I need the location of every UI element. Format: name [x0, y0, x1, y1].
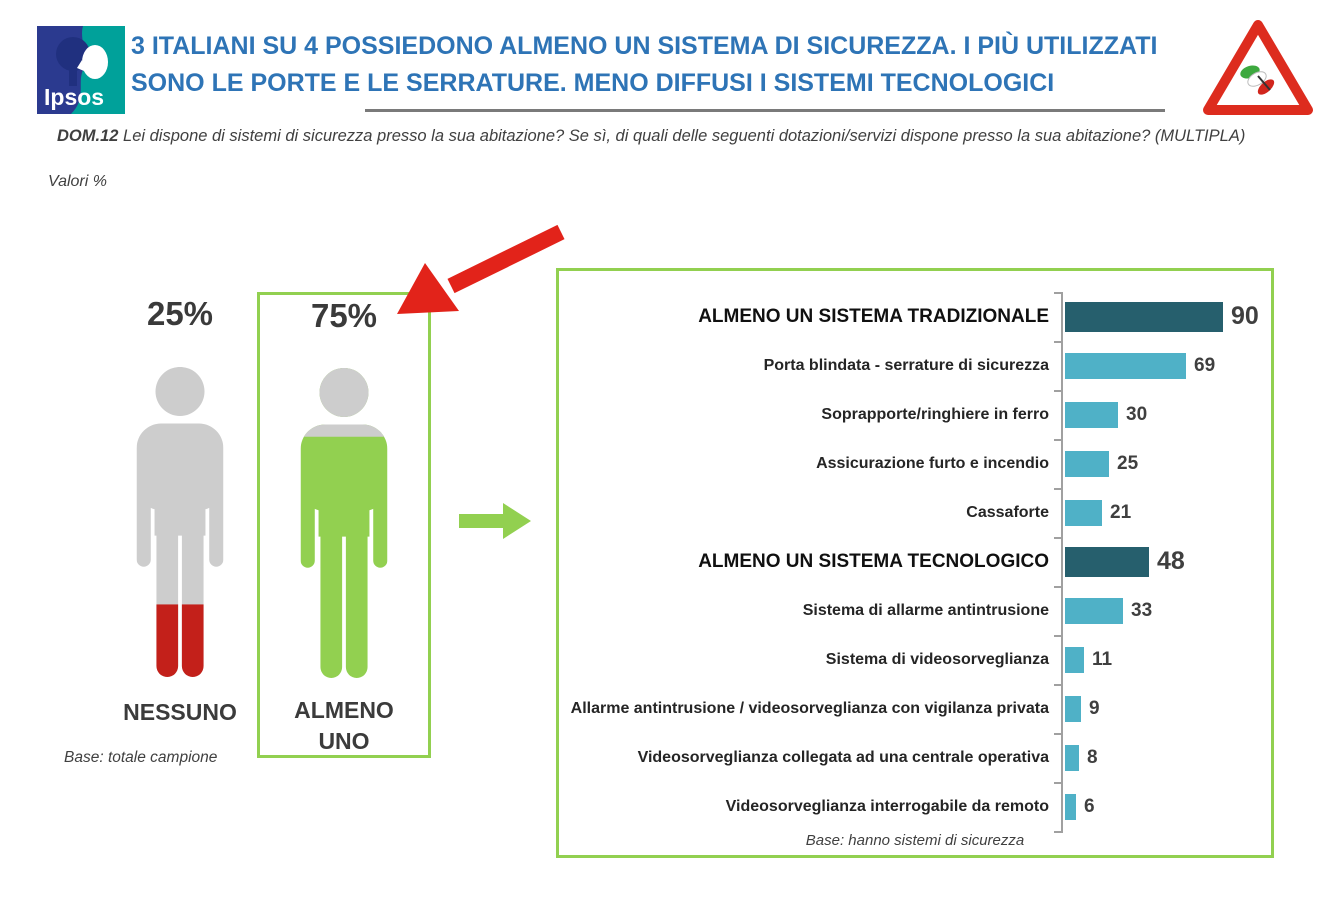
- chart-row: Allarme antintrusione / videosorveglianz…: [559, 684, 1271, 733]
- bar-value: 21: [1110, 501, 1132, 523]
- base-note-left: Base: totale campione: [64, 749, 218, 766]
- bar-label: Cassaforte: [966, 504, 1049, 521]
- base-note-chart: Base: hanno sistemi di sicurezza: [805, 832, 1025, 849]
- bar-label: Videosorveglianza collegata ad una centr…: [637, 749, 1049, 766]
- bar: [1065, 695, 1081, 722]
- bar: [1065, 646, 1084, 673]
- chart-row: Videosorveglianza interrogabile da remot…: [559, 782, 1271, 831]
- bar: [1065, 744, 1079, 771]
- chart-row: ALMENO UN SISTEMA TECNOLOGICO 48: [559, 537, 1271, 586]
- bar-value: 90: [1231, 302, 1259, 330]
- chart-row: Assicurazione furto e incendio 25: [559, 439, 1271, 488]
- chart-row: Soprapporte/ringhiere in ferro 30: [559, 390, 1271, 439]
- chart-panel: ALMENO UN SISTEMA TRADIZIONALE 90 Porta bl…: [556, 268, 1274, 858]
- bar: [1065, 597, 1123, 624]
- bar: [1065, 352, 1186, 379]
- bar-label: ALMENO UN SISTEMA TRADIZIONALE: [698, 305, 1049, 327]
- bar-value: 8: [1087, 746, 1098, 768]
- bar-label: Sistema di videosorveglianza: [825, 651, 1049, 668]
- chart-row: Sistema di videosorveglianza 11: [559, 635, 1271, 684]
- logo-text: Ipsos: [44, 84, 104, 110]
- bar-label: Assicurazione furto e incendio: [816, 455, 1049, 472]
- bar: [1065, 546, 1149, 577]
- green-flow-arrow-icon: [459, 503, 531, 539]
- chart-rows: ALMENO UN SISTEMA TRADIZIONALE 90 Porta bl…: [559, 292, 1271, 831]
- bar-label: Sistema di allarme antintrusione: [802, 602, 1049, 619]
- bar: [1065, 401, 1118, 428]
- bar: [1065, 301, 1223, 332]
- question-prefix: DOM.12: [57, 127, 119, 145]
- question-body: Lei dispone di sistemi di sicurezza pres…: [118, 127, 1246, 145]
- chart-row: Videosorveglianza collegata ad una centr…: [559, 733, 1271, 782]
- bar: [1065, 499, 1102, 526]
- percent-none: 25%: [146, 295, 214, 332]
- red-callout-arrow-icon: [397, 224, 565, 314]
- chart-row: Porta blindata - serrature di sicurezza 6…: [559, 341, 1271, 390]
- axis-line: [1061, 292, 1063, 833]
- title-line-2: SONO LE PORTE E LE SERRATURE. MENO DIFFU…: [131, 69, 1055, 97]
- bar-value: 25: [1117, 452, 1139, 474]
- bar: [1065, 793, 1076, 820]
- figure-label-none: NESSUNO: [123, 699, 237, 725]
- bar-value: 6: [1084, 795, 1095, 817]
- bar-value: 33: [1131, 599, 1153, 621]
- chart-row: Cassaforte 21: [559, 488, 1271, 537]
- person-figure-none-icon: [136, 366, 224, 677]
- bar-value: 11: [1092, 648, 1113, 670]
- bar-label: Porta blindata - serrature di sicurezza: [763, 357, 1049, 374]
- chart-row: ALMENO UN SISTEMA TRADIZIONALE 90: [559, 292, 1271, 341]
- bar-value: 30: [1126, 403, 1148, 425]
- bar-label: Allarme antintrusione / videosorveglianz…: [570, 700, 1049, 717]
- bar: [1065, 450, 1109, 477]
- bar-value: 9: [1089, 697, 1100, 719]
- bar-value: 48: [1157, 547, 1185, 575]
- bar-label: ALMENO UN SISTEMA TECNOLOGICO: [698, 550, 1049, 572]
- ipsos-logo-icon: Ipsos: [37, 26, 125, 114]
- figure-label-line-2: UNO: [318, 728, 370, 754]
- bar-label: Soprapporte/ringhiere in ferro: [821, 406, 1049, 423]
- values-unit-label: Valori %: [48, 173, 107, 190]
- title-divider: [365, 109, 1165, 112]
- person-figure-at-least-one-icon: [300, 367, 388, 678]
- chart-row: Sistema di allarme antintrusione 33: [559, 586, 1271, 635]
- percent-at-least-one: 75%: [310, 297, 378, 334]
- highlight-frame: 75% ALMENO UNO: [257, 292, 431, 758]
- bar-value: 69: [1194, 354, 1216, 376]
- question-text: DOM.12 Lei dispone di sistemi di sicurez…: [57, 127, 1307, 146]
- figure-label-at-least-one: ALMENO UNO: [260, 695, 428, 757]
- italy-warning-triangle-icon: [1203, 20, 1313, 115]
- bar-label: Videosorveglianza interrogabile da remot…: [725, 798, 1049, 815]
- page-title: 3 ITALIANI SU 4 POSSIEDONO ALMENO UN SIS…: [131, 28, 1201, 102]
- axis-ticks: [1054, 292, 1061, 833]
- title-line-1: 3 ITALIANI SU 4 POSSIEDONO ALMENO UN SIS…: [131, 32, 1158, 60]
- figure-label-line-1: ALMENO: [294, 697, 394, 723]
